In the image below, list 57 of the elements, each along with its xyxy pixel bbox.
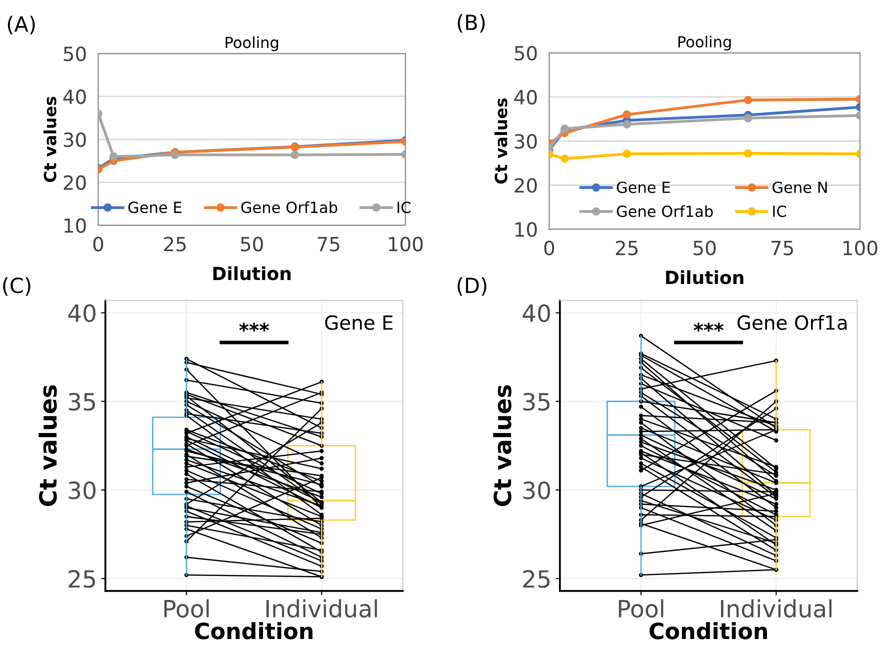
legend-label: IC [398, 202, 410, 214]
x-tick-label: 50 [240, 236, 263, 252]
x-tick-label: 0 [544, 240, 554, 256]
x-axis-title: Condition [195, 622, 312, 640]
x-tick-label: 0 [93, 236, 104, 252]
x-tick-label: Pool [618, 599, 664, 618]
x-axis-title: Condition [650, 622, 767, 640]
y-tick-label: 10 [64, 218, 86, 233]
annotation: *** [694, 322, 724, 332]
text: (A) [8, 16, 35, 34]
x-tick-label: Individual [721, 599, 832, 618]
y-tick-label: 40 [68, 304, 96, 322]
chart-title: Pooling [226, 36, 278, 52]
text: (C) [3, 277, 30, 296]
y-tick-label: 35 [523, 392, 550, 411]
y-tick-label: 30 [68, 481, 96, 500]
y-tick-label: 40 [514, 90, 537, 105]
y-tick-label: 40 [63, 89, 86, 104]
legend-label: Gene Orf1ab [241, 201, 338, 214]
x-axis-title: Dilution [666, 270, 744, 284]
text: (B) [458, 14, 485, 33]
x-tick-label: 100 [844, 240, 878, 256]
x-tick-label: 75 [771, 240, 793, 256]
annotation: Gene E [325, 315, 393, 330]
y-axis-title: Ct values [494, 98, 508, 184]
annotation: *** [239, 322, 269, 332]
y-axis-title: Ct values [43, 96, 56, 182]
y-tick-label: 50 [514, 46, 537, 61]
y-axis-title: Ct values [38, 385, 57, 506]
x-tick-label: Pool [164, 599, 209, 618]
y-tick-label: 10 [515, 222, 537, 237]
y-tick-label: 30 [523, 481, 550, 500]
y-tick-label: 25 [523, 570, 550, 588]
y-tick-label: 30 [514, 134, 537, 149]
y-axis-title: Ct values [493, 385, 512, 506]
legend-label: Gene E [616, 182, 670, 194]
legend-label: IC [773, 206, 786, 218]
chart-title: Pooling [678, 36, 731, 51]
y-tick-label: 35 [68, 392, 95, 411]
y-tick-label: 50 [64, 46, 86, 62]
x-tick-label: 50 [694, 240, 716, 256]
y-tick-label: 25 [68, 570, 95, 588]
y-tick-label: 20 [64, 175, 86, 190]
annotation: Gene Orf1a [738, 314, 847, 330]
x-tick-label: 25 [616, 240, 638, 256]
x-tick-label: 75 [318, 236, 340, 252]
legend-label: Gene N [772, 182, 827, 194]
x-tick-label: Individual [266, 599, 377, 618]
text: (D) [458, 277, 486, 296]
x-axis-title: Dilution [213, 266, 291, 280]
legend-label: Gene E [128, 202, 182, 214]
legend-label: Gene Orf1ab [616, 205, 713, 218]
y-tick-label: 30 [64, 132, 86, 148]
y-tick-label: 40 [522, 304, 550, 322]
x-tick-label: 25 [164, 236, 186, 252]
y-tick-label: 20 [514, 178, 537, 193]
x-tick-label: 100 [389, 236, 423, 252]
